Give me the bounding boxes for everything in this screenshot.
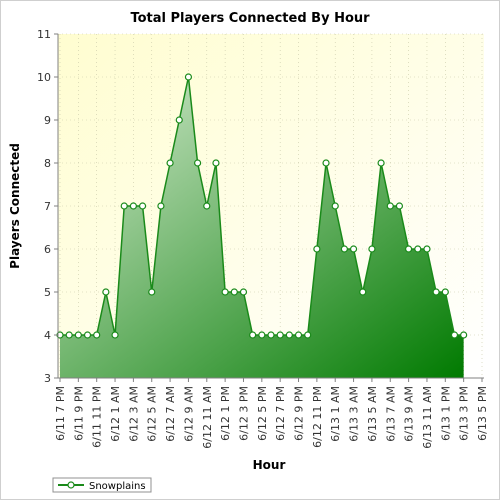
data-point bbox=[304, 331, 312, 339]
data-points bbox=[56, 73, 468, 339]
data-point bbox=[285, 331, 293, 339]
data-point bbox=[405, 245, 413, 253]
y-tick-label: 5 bbox=[44, 286, 51, 299]
data-point bbox=[377, 159, 385, 167]
x-tick-label: 6/12 7 AM bbox=[164, 386, 177, 442]
y-tick-label: 4 bbox=[44, 329, 51, 342]
y-axis-ticks: 3 4 5 6 7 8 9 10 11 bbox=[37, 28, 58, 385]
data-point bbox=[349, 245, 358, 253]
x-tick-label: 6/12 11 AM bbox=[201, 386, 214, 449]
data-point bbox=[157, 202, 165, 210]
data-point bbox=[423, 245, 431, 253]
y-tick-label: 9 bbox=[44, 114, 51, 127]
x-tick-label: 6/13 1 PM bbox=[439, 386, 452, 441]
x-tick-label: 6/12 9 PM bbox=[293, 386, 306, 441]
data-point bbox=[194, 159, 202, 167]
data-point bbox=[432, 288, 440, 296]
y-tick-label: 7 bbox=[44, 200, 51, 213]
x-tick-label: 6/11 11 PM bbox=[91, 386, 104, 448]
data-point bbox=[276, 331, 284, 339]
data-point bbox=[294, 331, 303, 339]
x-axis-label: Hour bbox=[253, 458, 286, 472]
data-point bbox=[74, 331, 82, 339]
legend-marker-swatch bbox=[67, 481, 75, 489]
x-axis-ticks: 6/11 7 PM 6/11 9 PM 6/11 11 PM 6/12 1 AM 6/1… bbox=[54, 378, 489, 449]
x-tick-label: 6/12 3 AM bbox=[127, 386, 140, 442]
y-tick-label: 11 bbox=[37, 28, 51, 41]
x-tick-label: 6/12 3 PM bbox=[237, 386, 250, 441]
data-point bbox=[368, 245, 376, 253]
data-point bbox=[258, 331, 266, 339]
legend-label-snowplains: Snowplains bbox=[89, 481, 146, 492]
data-point bbox=[138, 202, 147, 210]
data-point bbox=[331, 202, 339, 210]
x-tick-label: 6/13 3 AM bbox=[348, 386, 361, 442]
y-tick-label: 6 bbox=[44, 243, 51, 256]
series-area-snowplains bbox=[60, 77, 464, 378]
data-point bbox=[175, 116, 183, 124]
data-point bbox=[249, 331, 257, 339]
y-tick-label: 8 bbox=[44, 157, 51, 170]
data-point bbox=[203, 202, 211, 210]
x-tick-label: 6/11 7 PM bbox=[54, 386, 67, 441]
x-tick-label: 6/12 1 AM bbox=[109, 386, 122, 442]
data-point bbox=[83, 331, 92, 339]
data-point bbox=[102, 288, 110, 296]
data-point bbox=[414, 245, 422, 253]
data-point bbox=[221, 288, 229, 296]
data-point bbox=[441, 288, 449, 296]
data-point bbox=[166, 159, 174, 167]
legend-box bbox=[52, 477, 152, 493]
data-point bbox=[359, 288, 367, 296]
x-tick-label: 6/13 9 AM bbox=[403, 386, 416, 442]
x-tick-label: 6/13 11 AM bbox=[421, 386, 434, 449]
data-point bbox=[239, 288, 248, 296]
chart-title: Total Players Connected By Hour bbox=[130, 11, 370, 26]
data-point bbox=[212, 159, 220, 167]
x-tick-label: 6/12 7 PM bbox=[274, 386, 287, 441]
data-point bbox=[148, 288, 156, 296]
x-tick-label: 6/12 5 AM bbox=[146, 386, 159, 442]
y-tick-label: 3 bbox=[44, 372, 51, 385]
x-tick-label: 6/13 3 PM bbox=[458, 386, 471, 441]
data-point bbox=[450, 331, 459, 339]
x-tick-label: 6/13 5 PM bbox=[476, 386, 489, 441]
data-point bbox=[340, 245, 348, 253]
y-tick-label: 10 bbox=[37, 71, 51, 84]
x-tick-label: 6/12 9 AM bbox=[182, 386, 195, 442]
data-point bbox=[322, 159, 330, 167]
data-point bbox=[65, 331, 73, 339]
data-point bbox=[395, 202, 404, 210]
legend: Snowplains bbox=[52, 477, 152, 493]
data-point bbox=[267, 331, 275, 339]
x-tick-label: 6/12 1 PM bbox=[219, 386, 232, 441]
data-point bbox=[230, 288, 238, 296]
data-point bbox=[313, 245, 321, 253]
x-tick-label: 6/12 5 PM bbox=[256, 386, 269, 441]
data-point bbox=[129, 202, 137, 210]
x-tick-label: 6/12 11 PM bbox=[311, 386, 324, 448]
x-tick-label: 6/13 1 AM bbox=[329, 386, 342, 442]
x-tick-label: 6/11 9 PM bbox=[72, 386, 85, 441]
data-point bbox=[93, 331, 101, 339]
data-point bbox=[184, 73, 193, 81]
x-tick-label: 6/13 7 AM bbox=[384, 386, 397, 442]
data-point bbox=[386, 202, 394, 210]
x-tick-label: 6/13 5 AM bbox=[366, 386, 379, 442]
data-point bbox=[460, 331, 468, 339]
data-point bbox=[120, 202, 128, 210]
data-point bbox=[111, 331, 119, 339]
y-axis-label: Players Connected bbox=[8, 143, 22, 269]
